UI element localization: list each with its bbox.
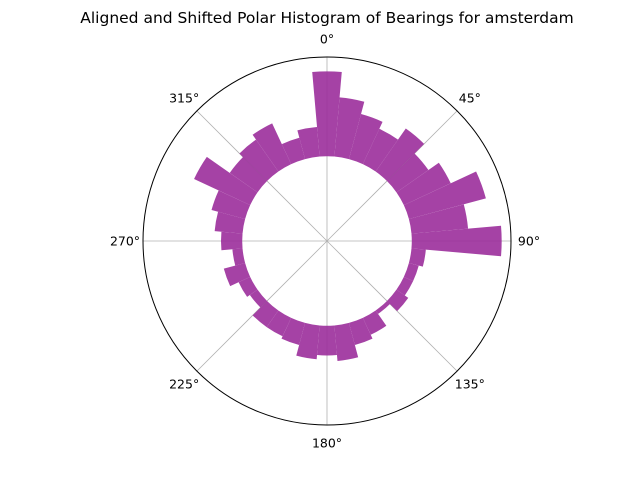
bar-130deg (386, 289, 409, 312)
bar-50deg (386, 153, 429, 193)
bar-190deg (296, 322, 320, 360)
bar-30deg (362, 128, 399, 172)
bar-250deg (223, 262, 251, 287)
bar-140deg (375, 300, 390, 314)
bar-10deg (334, 97, 365, 160)
bar-120deg (396, 276, 414, 296)
bar-40deg (375, 128, 425, 182)
bar-200deg (281, 317, 306, 346)
bar-270deg (221, 231, 243, 251)
bar-90deg (411, 225, 502, 257)
bar-320deg (239, 139, 279, 182)
theta-tick-label-225: 225° (169, 376, 199, 391)
bar-210deg (266, 310, 292, 337)
theta-tick-label-45: 45° (459, 91, 481, 106)
theta-tick-label-0: 0° (320, 32, 334, 47)
theta-tick-labels: 0° 45° 90° 135° 180° 225° 270° 315° (110, 32, 540, 451)
bar-300deg (194, 156, 258, 206)
bar-340deg (281, 137, 306, 165)
bar-0deg (312, 71, 342, 157)
theta-tick-label-270: 270° (110, 234, 140, 249)
bars (194, 71, 502, 361)
bar-110deg (403, 262, 419, 282)
bar-280deg (214, 211, 246, 234)
polar-frame (142, 56, 512, 426)
bar-160deg (348, 317, 373, 346)
bar-240deg (238, 276, 258, 297)
bar-180deg (317, 325, 337, 356)
bar-170deg (334, 322, 359, 361)
bar-220deg (252, 300, 279, 328)
bar-70deg (403, 171, 486, 220)
bar-260deg (232, 248, 246, 266)
bar-60deg (396, 162, 451, 206)
theta-tick-label-90: 90° (518, 234, 540, 249)
bar-100deg (408, 248, 426, 267)
bar-290deg (211, 190, 251, 220)
bar-230deg (249, 289, 268, 308)
theta-tick-label-315: 315° (169, 91, 199, 106)
theta-tick-label-135: 135° (455, 376, 485, 391)
bar-350deg (297, 126, 320, 160)
chart-title: Aligned and Shifted Polar Histogram of B… (80, 9, 573, 27)
bar-310deg (229, 157, 268, 193)
bar-150deg (362, 310, 387, 335)
bar-330deg (252, 123, 292, 172)
bar-80deg (408, 204, 469, 234)
theta-tick-label-180: 180° (312, 436, 342, 451)
bar-20deg (348, 114, 383, 165)
